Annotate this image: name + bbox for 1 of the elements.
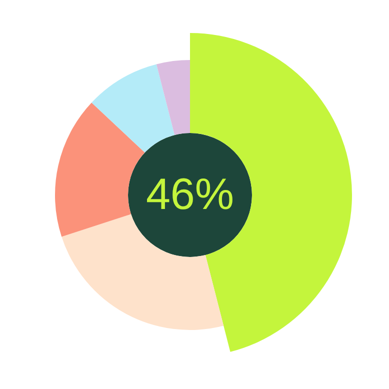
text: 46% [144, 169, 236, 221]
